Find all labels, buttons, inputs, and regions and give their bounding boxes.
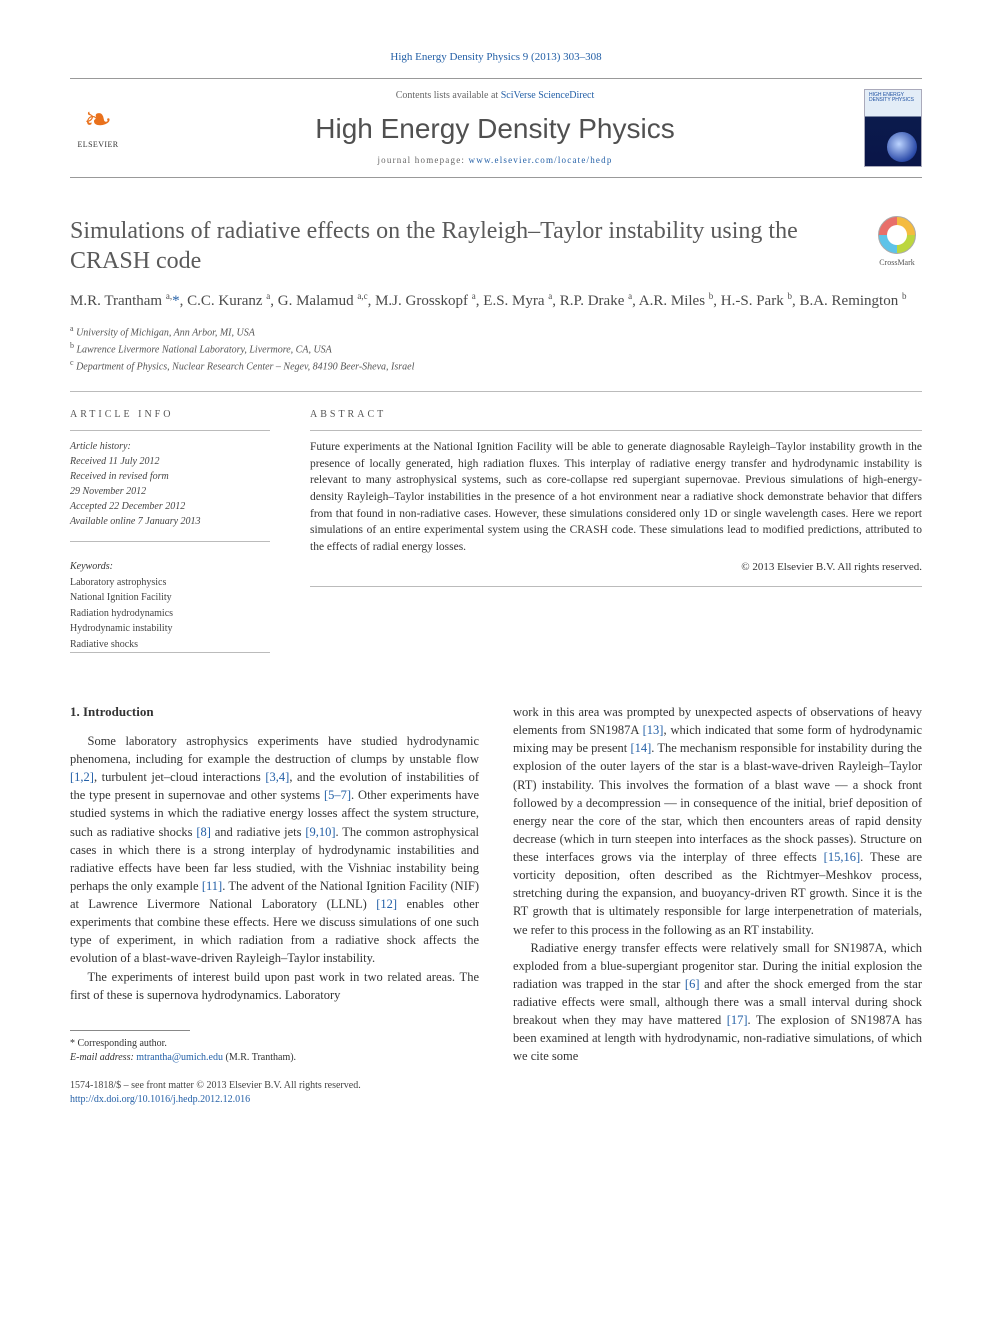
affiliation: a University of Michigan, Ann Arbor, MI,…	[70, 323, 922, 340]
journal-header: ❧ ELSEVIER Contents lists available at S…	[70, 78, 922, 178]
contents-prefix: Contents lists available at	[396, 90, 501, 101]
article-info-col: ARTICLE INFO Article history: Received 1…	[70, 408, 270, 653]
authors-line: M.R. Trantham a,*, C.C. Kuranz a, G. Mal…	[70, 290, 922, 313]
article-title: Simulations of radiative effects on the …	[70, 216, 858, 276]
copyright-line: © 2013 Elsevier B.V. All rights reserved…	[310, 560, 922, 576]
body-paragraph: Some laboratory astrophysics experiments…	[70, 732, 479, 968]
article-info-head: ARTICLE INFO	[70, 408, 270, 423]
citation-journal: High Energy Density Physics	[390, 51, 520, 63]
body-col-left: 1. Introduction Some laboratory astrophy…	[70, 703, 479, 1108]
publisher-name: ELSEVIER	[78, 139, 119, 151]
affiliations: a University of Michigan, Ann Arbor, MI,…	[70, 323, 922, 375]
abstract-head: ABSTRACT	[310, 408, 922, 423]
elsevier-logo[interactable]: ❧ ELSEVIER	[70, 96, 126, 160]
doi-link[interactable]: http://dx.doi.org/10.1016/j.hedp.2012.12…	[70, 1094, 250, 1105]
homepage-prefix: journal homepage:	[377, 155, 468, 165]
homepage-line: journal homepage: www.elsevier.com/locat…	[144, 154, 846, 167]
abstract-text: Future experiments at the National Ignit…	[310, 439, 922, 556]
body-columns: 1. Introduction Some laboratory astrophy…	[70, 703, 922, 1108]
keyword: Hydrodynamic instability	[70, 621, 270, 637]
body-paragraph: The experiments of interest build upon p…	[70, 968, 479, 1004]
email-link[interactable]: mtrantha@umich.edu	[136, 1052, 223, 1063]
journal-cover-thumb[interactable]: HIGH ENERGY DENSITY PHYSICS	[864, 89, 922, 167]
crossmark-label: CrossMark	[879, 258, 915, 267]
history-line: Available online 7 January 2013	[70, 514, 270, 529]
crossmark-icon	[878, 216, 916, 254]
cover-title-text: HIGH ENERGY DENSITY PHYSICS	[869, 93, 919, 104]
footnote-divider	[70, 1030, 190, 1031]
keyword: Radiation hydrodynamics	[70, 606, 270, 622]
body-paragraph: work in this area was prompted by unexpe…	[513, 703, 922, 939]
history-line: Accepted 22 December 2012	[70, 499, 270, 514]
corr-author: * Corresponding author.	[70, 1037, 479, 1051]
citation-bar: High Energy Density Physics 9 (2013) 303…	[70, 50, 922, 66]
article-history: Article history: Received 11 July 2012 R…	[70, 439, 270, 529]
email-label: E-mail address:	[70, 1052, 134, 1063]
crossmark-badge[interactable]: CrossMark	[872, 216, 922, 276]
history-label: Article history:	[70, 439, 270, 454]
journal-name: High Energy Density Physics	[144, 109, 846, 150]
history-line: Received in revised form	[70, 469, 270, 484]
header-center: Contents lists available at SciVerse Sci…	[144, 89, 846, 167]
body-col-right: work in this area was prompted by unexpe…	[513, 703, 922, 1108]
history-line: 29 November 2012	[70, 484, 270, 499]
corresponding-footnote: * Corresponding author. E-mail address: …	[70, 1037, 479, 1065]
elsevier-tree-icon: ❧	[84, 106, 113, 137]
keyword: Radiative shocks	[70, 637, 270, 653]
citation-link[interactable]: High Energy Density Physics 9 (2013) 303…	[390, 51, 601, 63]
homepage-link[interactable]: www.elsevier.com/locate/hedp	[469, 155, 613, 165]
citation-ref: 9 (2013) 303–308	[523, 51, 602, 63]
keywords-label: Keywords:	[70, 560, 270, 575]
keyword: Laboratory astrophysics	[70, 575, 270, 591]
keywords-list: Laboratory astrophysics National Ignitio…	[70, 575, 270, 653]
issn-line: 1574-1818/$ – see front matter © 2013 El…	[70, 1079, 479, 1094]
affiliation: c Department of Physics, Nuclear Researc…	[70, 357, 922, 374]
email-line: E-mail address: mtrantha@umich.edu (M.R.…	[70, 1051, 479, 1065]
abstract-col: ABSTRACT Future experiments at the Natio…	[310, 408, 922, 653]
section-head: 1. Introduction	[70, 703, 479, 722]
sciencedirect-link[interactable]: SciVerse ScienceDirect	[501, 90, 595, 101]
affiliation: b Lawrence Livermore National Laboratory…	[70, 340, 922, 357]
page-footer: 1574-1818/$ – see front matter © 2013 El…	[70, 1079, 479, 1108]
body-paragraph: Radiative energy transfer effects were r…	[513, 939, 922, 1066]
history-line: Received 11 July 2012	[70, 454, 270, 469]
email-name: (M.R. Trantham).	[225, 1052, 296, 1063]
keyword: National Ignition Facility	[70, 590, 270, 606]
divider	[70, 391, 922, 392]
contents-line: Contents lists available at SciVerse Sci…	[144, 89, 846, 104]
